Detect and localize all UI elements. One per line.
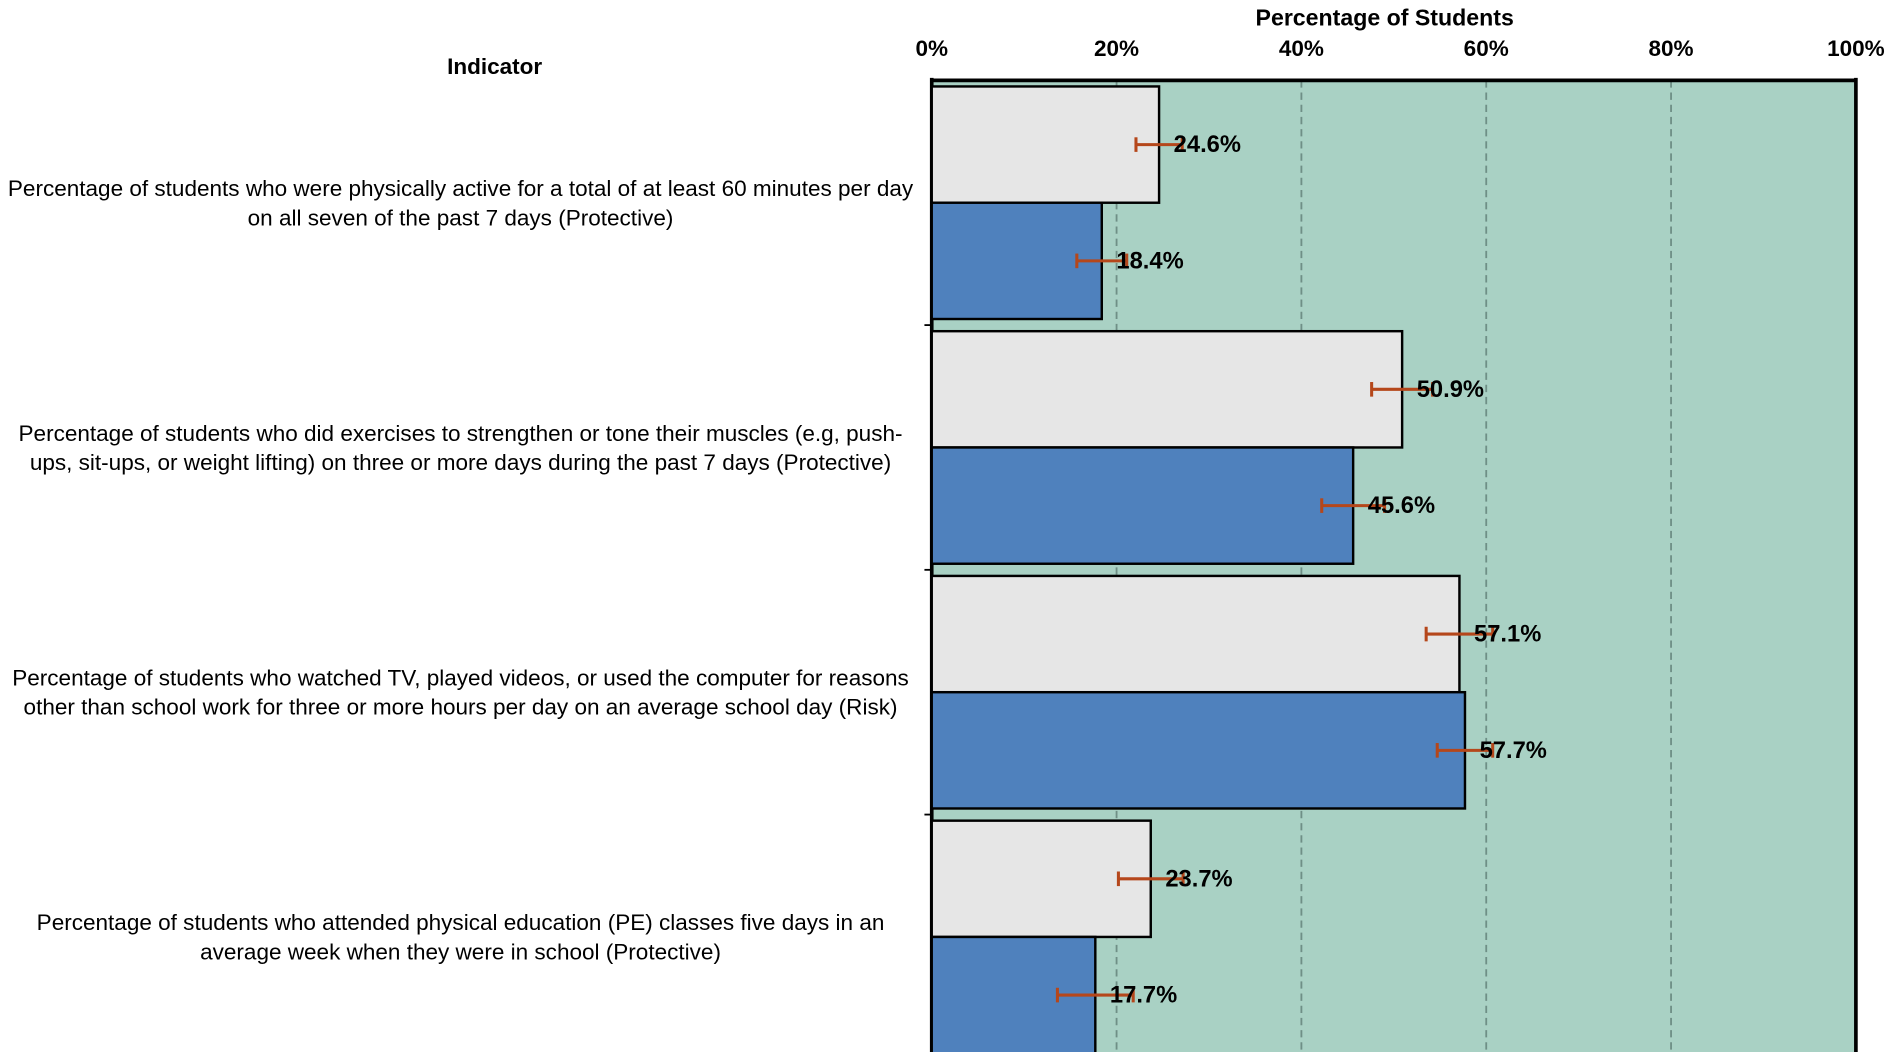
data-label: 45.6% bbox=[1368, 493, 1435, 519]
data-label: 24.6% bbox=[1174, 132, 1241, 158]
bar bbox=[930, 446, 1355, 565]
x-tick-label: 100% bbox=[1827, 36, 1885, 61]
error-bar bbox=[1424, 626, 1495, 642]
category-label: Percentage of students who attended phys… bbox=[36, 908, 885, 964]
category-label-box: Percentage of students who watched TV, p… bbox=[0, 570, 921, 815]
category-label: Percentage of students who did exercises… bbox=[18, 419, 903, 475]
category-label: Percentage of students who were physical… bbox=[7, 174, 914, 230]
bar bbox=[930, 574, 1461, 694]
error-bar bbox=[1370, 382, 1435, 397]
error-bar bbox=[1320, 498, 1387, 513]
category-axis-title: Indicator bbox=[447, 54, 542, 79]
x-tick-label: 40% bbox=[1279, 36, 1324, 61]
category-label-wrap: Percentage of students who watched TV, p… bbox=[0, 570, 921, 815]
bar bbox=[930, 690, 1467, 810]
category-label-box: Percentage of students who did exercises… bbox=[0, 325, 921, 570]
x-tick-label: 80% bbox=[1649, 36, 1694, 61]
data-label: 57.1% bbox=[1474, 622, 1541, 648]
data-label: 18.4% bbox=[1116, 248, 1183, 274]
category-label: Percentage of students who watched TV, p… bbox=[12, 664, 909, 719]
x-tick-label: 0% bbox=[915, 36, 948, 61]
chart-title: Percentage of Students bbox=[1256, 5, 1514, 31]
data-label: 50.9% bbox=[1417, 377, 1484, 403]
category-label-wrap: Percentage of students who attended phys… bbox=[0, 815, 921, 1052]
data-label: 17.7% bbox=[1110, 983, 1177, 1009]
bar bbox=[930, 85, 1161, 204]
error-bar bbox=[1435, 743, 1495, 758]
category-label-wrap: Percentage of students who were physical… bbox=[0, 80, 921, 325]
error-bar bbox=[1055, 987, 1135, 1003]
error-bar bbox=[1134, 137, 1184, 152]
x-tick-label: 20% bbox=[1094, 36, 1139, 61]
category-label-box: Percentage of students who were physical… bbox=[0, 80, 921, 325]
category-label-wrap: Percentage of students who did exercises… bbox=[0, 325, 921, 570]
category-label-box: Percentage of students who attended phys… bbox=[0, 815, 921, 1052]
data-label: 23.7% bbox=[1165, 866, 1232, 892]
x-tick-label: 60% bbox=[1464, 36, 1509, 61]
bar bbox=[930, 329, 1404, 449]
error-bar bbox=[1116, 871, 1185, 887]
data-label: 57.7% bbox=[1480, 738, 1547, 764]
error-bar bbox=[1075, 253, 1129, 269]
